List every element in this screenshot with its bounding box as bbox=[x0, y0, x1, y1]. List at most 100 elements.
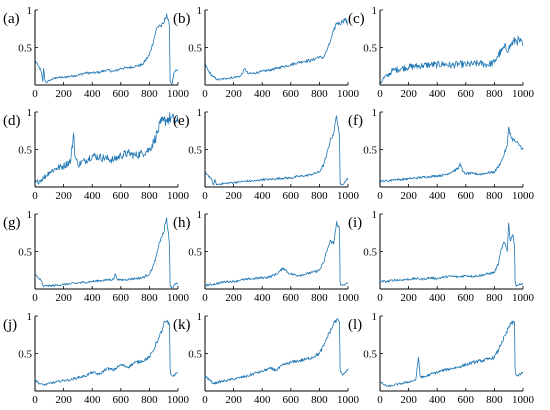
y-tick-label: 1 bbox=[372, 5, 378, 17]
x-tick-label: 400 bbox=[84, 88, 101, 100]
x-tick-label: 600 bbox=[113, 394, 130, 406]
x-tick-label: 400 bbox=[254, 190, 271, 202]
panel-f: 0 200 400 600 800 1000 0.5 1 (f) bbox=[348, 107, 535, 202]
y-tick-label: 1 bbox=[197, 5, 203, 17]
y-tick-label: 0.5 bbox=[18, 145, 32, 157]
y-tick-label: 0.5 bbox=[363, 145, 377, 157]
y-tick-label: 0.5 bbox=[18, 247, 32, 259]
panel-g: 0 200 400 600 800 1000 0.5 1 (g) bbox=[3, 209, 190, 304]
y-tick-label: 0.5 bbox=[363, 349, 377, 361]
series-line-0 bbox=[34, 13, 179, 85]
x-tick-label: 1000 bbox=[512, 394, 535, 406]
x-tick-label: 400 bbox=[254, 88, 271, 100]
x-tick-label: 800 bbox=[311, 88, 328, 100]
x-tick-label: 0 bbox=[377, 292, 383, 304]
x-tick-label: 600 bbox=[283, 88, 300, 100]
y-tick-label: 1 bbox=[372, 107, 378, 119]
x-tick-label: 600 bbox=[283, 394, 300, 406]
x-tick-label: 800 bbox=[311, 394, 328, 406]
series-line-0 bbox=[34, 319, 179, 387]
x-tick-label: 400 bbox=[254, 292, 271, 304]
series-line-0 bbox=[204, 17, 349, 81]
x-tick-label: 1000 bbox=[167, 88, 190, 100]
panel-c: 0 200 400 600 800 1000 0.5 1 (c) bbox=[348, 5, 535, 100]
x-tick-label: 800 bbox=[486, 292, 503, 304]
panel-h: 0 200 400 600 800 1000 0.5 1 (h) bbox=[173, 209, 360, 304]
x-tick-label: 200 bbox=[400, 190, 417, 202]
y-tick-label: 1 bbox=[27, 311, 33, 323]
series-line-0 bbox=[379, 320, 524, 388]
y-tick-label: 1 bbox=[372, 311, 378, 323]
y-tick-label: 1 bbox=[27, 5, 33, 17]
y-tick-label: 0.5 bbox=[363, 247, 377, 259]
x-tick-label: 1000 bbox=[337, 190, 360, 202]
series-line-0 bbox=[379, 126, 524, 183]
panel-label: (h) bbox=[173, 215, 191, 231]
x-tick-label: 600 bbox=[458, 190, 475, 202]
x-tick-label: 800 bbox=[141, 292, 158, 304]
x-tick-label: 0 bbox=[202, 190, 208, 202]
x-tick-label: 600 bbox=[113, 292, 130, 304]
x-tick-label: 1000 bbox=[512, 88, 535, 100]
x-tick-label: 200 bbox=[400, 394, 417, 406]
x-tick-label: 0 bbox=[202, 292, 208, 304]
panel-label: (k) bbox=[173, 317, 191, 333]
x-tick-label: 200 bbox=[225, 190, 242, 202]
x-tick-label: 200 bbox=[400, 292, 417, 304]
panel-label: (g) bbox=[3, 215, 21, 231]
x-tick-label: 1000 bbox=[167, 292, 190, 304]
series-line-0 bbox=[204, 115, 349, 186]
x-tick-label: 1000 bbox=[337, 394, 360, 406]
x-tick-label: 600 bbox=[458, 394, 475, 406]
y-tick-label: 0.5 bbox=[188, 145, 202, 157]
y-tick-label: 0.5 bbox=[188, 43, 202, 55]
series-line-0 bbox=[379, 35, 524, 85]
x-tick-label: 1000 bbox=[337, 88, 360, 100]
x-tick-label: 200 bbox=[400, 88, 417, 100]
panel-label: (i) bbox=[348, 215, 362, 231]
x-tick-label: 800 bbox=[486, 88, 503, 100]
panel-label: (a) bbox=[3, 11, 20, 27]
x-tick-label: 200 bbox=[55, 88, 72, 100]
panel-label: (c) bbox=[348, 11, 365, 27]
panel-k: 0 200 400 600 800 1000 0.5 1 (k) bbox=[173, 311, 360, 406]
panel-d: 0 200 400 600 800 1000 0.5 1 (d) bbox=[3, 107, 190, 202]
panel-label: (j) bbox=[3, 317, 17, 333]
x-tick-label: 600 bbox=[458, 88, 475, 100]
panel-a: 0 200 400 600 800 1000 0.5 1 (a) bbox=[3, 5, 190, 100]
x-tick-label: 1000 bbox=[167, 190, 190, 202]
x-tick-label: 200 bbox=[225, 394, 242, 406]
x-tick-label: 0 bbox=[202, 394, 208, 406]
x-tick-label: 0 bbox=[32, 394, 38, 406]
x-tick-label: 1000 bbox=[512, 190, 535, 202]
panel-l: 0 200 400 600 800 1000 0.5 1 (l) bbox=[348, 311, 535, 406]
x-tick-label: 0 bbox=[377, 190, 383, 202]
panel-j: 0 200 400 600 800 1000 0.5 1 (j) bbox=[3, 311, 190, 406]
y-tick-label: 0.5 bbox=[188, 349, 202, 361]
x-tick-label: 400 bbox=[84, 394, 101, 406]
x-tick-label: 600 bbox=[113, 88, 130, 100]
panel-label: (d) bbox=[3, 113, 21, 129]
x-tick-label: 600 bbox=[283, 292, 300, 304]
x-tick-label: 200 bbox=[225, 88, 242, 100]
y-tick-label: 0.5 bbox=[18, 349, 32, 361]
x-tick-label: 0 bbox=[202, 88, 208, 100]
series-line-0 bbox=[379, 222, 524, 287]
x-tick-label: 800 bbox=[141, 394, 158, 406]
x-tick-label: 400 bbox=[429, 88, 446, 100]
x-tick-label: 400 bbox=[84, 190, 101, 202]
panel-i: 0 200 400 600 800 1000 0.5 1 (i) bbox=[348, 209, 535, 304]
panel-e: 0 200 400 600 800 1000 0.5 1 (e) bbox=[173, 107, 360, 202]
y-tick-label: 0.5 bbox=[363, 43, 377, 55]
panel-label: (b) bbox=[173, 11, 191, 27]
x-tick-label: 600 bbox=[113, 190, 130, 202]
x-tick-label: 400 bbox=[429, 394, 446, 406]
x-tick-label: 400 bbox=[429, 190, 446, 202]
panel-label: (e) bbox=[173, 113, 190, 129]
series-line-0 bbox=[34, 112, 179, 185]
panel-label: (l) bbox=[348, 317, 362, 333]
panel-label: (f) bbox=[348, 113, 363, 129]
y-tick-label: 1 bbox=[197, 107, 203, 119]
y-tick-label: 1 bbox=[27, 209, 33, 221]
